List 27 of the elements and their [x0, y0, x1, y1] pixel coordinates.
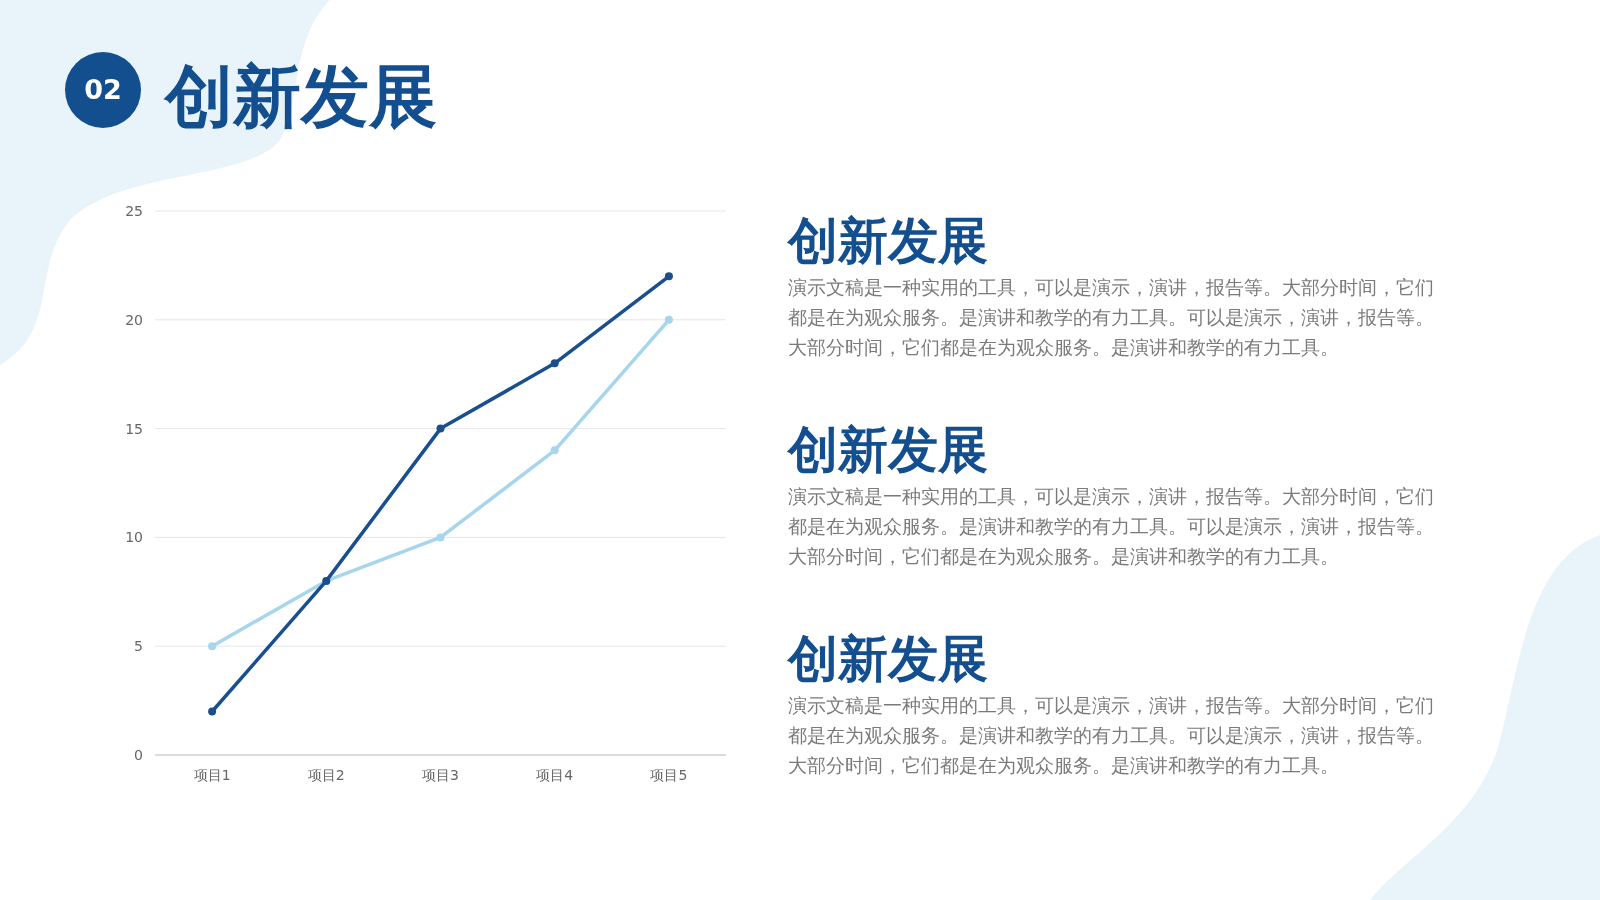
point — [664, 272, 673, 281]
text: 创新发展 — [786, 421, 988, 479]
x-tick-label: 项目1 — [193, 767, 231, 783]
x-tick-label: 项目3 — [422, 767, 459, 783]
y-tick-label: 10 — [125, 529, 143, 546]
text: 创新发展 — [786, 212, 988, 270]
x-tick-label: 项目5 — [650, 767, 688, 783]
text: 演示文稿是一种实用的工具，可以是演示，演讲，报告等。大部分时间，它们都是在为观众服务。是演讲和教学的有力工具。可以是演示，演讲，报告等。大部分时间，它们都是在为观众服务。是演讲和教学的有力工具。 — [788, 276, 1434, 358]
point — [436, 424, 445, 433]
y-tick-label: 0 — [134, 747, 143, 763]
chart-title: 创新发展 — [163, 57, 437, 136]
point — [436, 533, 445, 542]
point — [550, 359, 559, 368]
text: 演示文稿是一种实用的工具，可以是演示，演讲，报告等。大部分时间，它们都是在为观众服务。是演讲和教学的有力工具。可以是演示，演讲，报告等。大部分时间，它们都是在为观众服务。是演讲和教学的有力工具。 — [788, 485, 1434, 567]
y-tick-label: 20 — [125, 311, 143, 328]
point — [550, 446, 559, 455]
y-tick-label: 25 — [125, 203, 143, 219]
point — [208, 642, 217, 651]
point — [208, 707, 217, 716]
point — [664, 315, 673, 324]
x-tick-label: 项目2 — [307, 767, 345, 783]
y-tick-label: 5 — [134, 638, 143, 655]
y-tick-label: 15 — [125, 420, 143, 437]
text: 02 — [84, 74, 122, 105]
x-tick-label: 项目4 — [536, 767, 574, 783]
text: 演示文稿是一种实用的工具，可以是演示，演讲，报告等。大部分时间，它们都是在为观众服务。是演讲和教学的有力工具。可以是演示，演讲，报告等。大部分时间，它们都是在为观众服务。是演讲和教学的有力工具。 — [788, 694, 1434, 776]
text: 创新发展 — [786, 630, 988, 688]
